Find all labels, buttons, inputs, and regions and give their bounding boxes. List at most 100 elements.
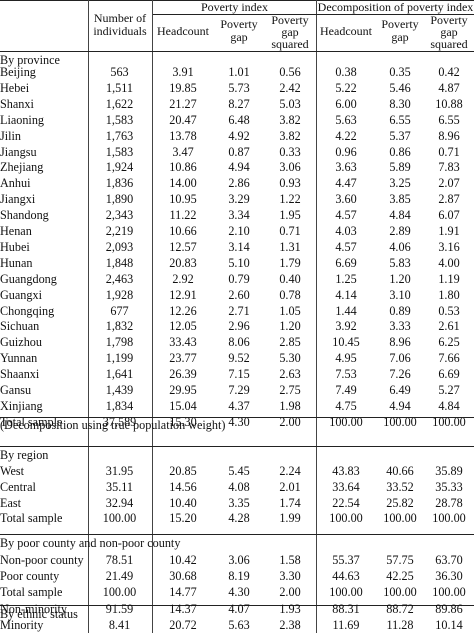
header-poverty-gap-decomp-l2: gap [391, 30, 409, 44]
cell-poverty-gap: 4.07 [228, 602, 250, 616]
cell-individuals: 2,219 [105, 224, 134, 238]
cell-label: Non-poor county [0, 553, 84, 567]
cell-individuals: 677 [110, 303, 129, 318]
cell-decomp-poverty-gap: 5.89 [389, 160, 411, 175]
cell-decomp-poverty-gap-squared: 28.78 [435, 495, 463, 510]
cell-headcount: 3.47 [172, 144, 194, 159]
table-row: Central 35.11 14.56 4.08 2.01 33.64 33.52 35.33 [0, 478, 474, 496]
table-row: Poor county 21.49 30.68 8.19 3.30 44.63 42.25 3… [0, 567, 474, 585]
cell-label: Liaoning [0, 112, 45, 127]
cell-decomp-poverty-gap-squared: 100.00 [432, 414, 466, 429]
cell-decomp-poverty-gap: 5.46 [389, 80, 411, 95]
cell-headcount: 12.57 [169, 239, 197, 254]
cell-poverty-gap: 2.60 [228, 287, 250, 302]
cell-label: Hebei [0, 80, 30, 95]
cell-decomp-poverty-gap: 25.82 [386, 495, 414, 510]
cell-individuals: 78.51 [105, 553, 134, 567]
table-row: West 31.95 20.85 5.45 2.24 43.83 40.66 35.89 [0, 462, 474, 480]
cell-headcount: 13.78 [169, 128, 197, 143]
cell-decomp-headcount: 43.83 [332, 464, 360, 478]
table-row: Non-poor county 78.51 10.42 3.06 1.58 55.37 57… [0, 551, 474, 569]
cell-decomp-poverty-gap: 100.00 [383, 511, 417, 526]
cell-individuals: 1,848 [105, 255, 134, 270]
cell-decomp-headcount: 7.49 [335, 383, 357, 397]
cell-poverty-gap: 8.06 [228, 335, 250, 350]
cell-individuals: 1,928 [105, 287, 134, 302]
cell-decomp-poverty-gap-squared: 1.19 [438, 271, 460, 286]
table-row: Yunnan 1,199 23.77 9.52 5.30 4.95 7.06 7.66 [0, 349, 474, 367]
cell-poverty-gap: 4.30 [228, 584, 250, 599]
header-subrule [153, 14, 474, 15]
cell-label: Central [0, 479, 36, 494]
cell-decomp-poverty-gap: 7.26 [389, 367, 411, 382]
table-row: Shandong 2,343 11.22 3.34 1.95 4.57 4.84 6.07 [0, 206, 474, 224]
cell-label: Hubei [0, 239, 30, 254]
cell-label: Shandong [0, 208, 49, 223]
cell-label: Beijing [0, 65, 36, 79]
cell-poverty-gap-squared: 0.33 [279, 144, 301, 159]
cell-headcount: 10.42 [169, 553, 197, 567]
cell-individuals: 1,763 [105, 128, 134, 143]
table-row: Jiangxi 1,890 10.95 3.29 1.22 3.60 3.85 2.87 [0, 190, 474, 208]
header-headcount-decomp: Headcount [320, 24, 372, 38]
header-number-of: Number of [93, 11, 147, 25]
header-pgs-l3: squared [271, 37, 309, 51]
note-bottom-rule [0, 446, 474, 447]
cell-poverty-gap: 2.71 [228, 303, 250, 318]
cell-label: Zhejiang [0, 160, 44, 175]
cell-headcount: 21.27 [169, 96, 197, 111]
table-row: Jiangsu 1,583 3.47 0.87 0.33 0.96 0.86 0.71 [0, 143, 474, 161]
cell-headcount: 20.83 [169, 255, 197, 270]
cell-decomp-headcount: 5.63 [335, 112, 357, 127]
section-by-county: By poor county and non-poor county [0, 536, 181, 550]
cell-headcount: 14.56 [169, 479, 197, 494]
cell-label: Minority [0, 617, 44, 632]
cell-headcount: 19.85 [169, 80, 197, 95]
cell-decomp-poverty-gap: 42.25 [386, 568, 414, 583]
cell-poverty-gap-squared: 0.93 [279, 176, 301, 191]
cell-decomp-poverty-gap: 0.86 [389, 144, 411, 159]
cell-label: Gansu [0, 383, 32, 397]
cell-poverty-gap: 2.86 [228, 176, 250, 191]
table-row: Non-minority 91.59 14.37 4.07 1.93 88.31 88.72… [0, 600, 474, 618]
cell-decomp-headcount: 3.60 [335, 192, 357, 207]
cell-label: Guangxi [0, 287, 42, 302]
cell-label: Shanxi [0, 96, 34, 111]
cell-poverty-gap: 7.29 [228, 383, 250, 397]
cell-decomp-headcount: 33.64 [332, 479, 360, 494]
cell-decomp-poverty-gap-squared: 2.87 [438, 192, 460, 207]
cell-label: Guizhou [0, 335, 42, 350]
cell-individuals: 1,836 [105, 176, 134, 191]
cell-label: East [0, 495, 21, 510]
cell-decomp-poverty-gap: 3.25 [389, 176, 411, 191]
cell-decomp-poverty-gap-squared: 6.69 [438, 367, 460, 382]
cell-poverty-gap-squared: 5.30 [279, 351, 301, 366]
cell-headcount: 12.05 [169, 319, 197, 334]
cell-poverty-gap-squared: 0.56 [279, 65, 301, 79]
cell-poverty-gap: 0.79 [228, 271, 250, 286]
cell-poverty-gap-squared: 1.98 [279, 398, 301, 413]
cell-label: Jiangxi [0, 192, 36, 207]
cell-poverty-gap-squared: 2.85 [279, 335, 301, 350]
cell-decomp-headcount: 0.38 [335, 65, 357, 79]
cell-individuals: 1,890 [105, 192, 134, 207]
cell-decomp-poverty-gap: 4.84 [389, 208, 411, 223]
cell-decomp-poverty-gap: 0.89 [389, 303, 411, 318]
cell-individuals: 100.00 [102, 511, 137, 526]
header-poverty-gap-l1: Poverty [220, 17, 258, 31]
cell-decomp-poverty-gap: 6.49 [389, 383, 411, 397]
cell-decomp-headcount: 0.96 [335, 144, 357, 159]
cell-decomp-poverty-gap: 2.89 [389, 224, 411, 238]
cell-poverty-gap-squared: 2.24 [279, 464, 301, 478]
divider-col-1 [88, 0, 89, 633]
header-poverty-index: Poverty index [201, 0, 268, 14]
cell-decomp-headcount: 4.75 [335, 398, 357, 413]
header-individuals: individuals [93, 24, 147, 38]
cell-decomp-poverty-gap: 3.10 [389, 287, 411, 302]
table-row: Total sample 100.00 15.20 4.28 1.99 100.00 100… [0, 509, 474, 527]
table-row: East 32.94 10.40 3.35 1.74 22.54 25.82 28.78 [0, 494, 474, 512]
cell-decomp-poverty-gap-squared: 0.71 [438, 144, 460, 159]
divider-col-2 [152, 0, 153, 633]
cell-individuals: 21.49 [105, 568, 134, 583]
